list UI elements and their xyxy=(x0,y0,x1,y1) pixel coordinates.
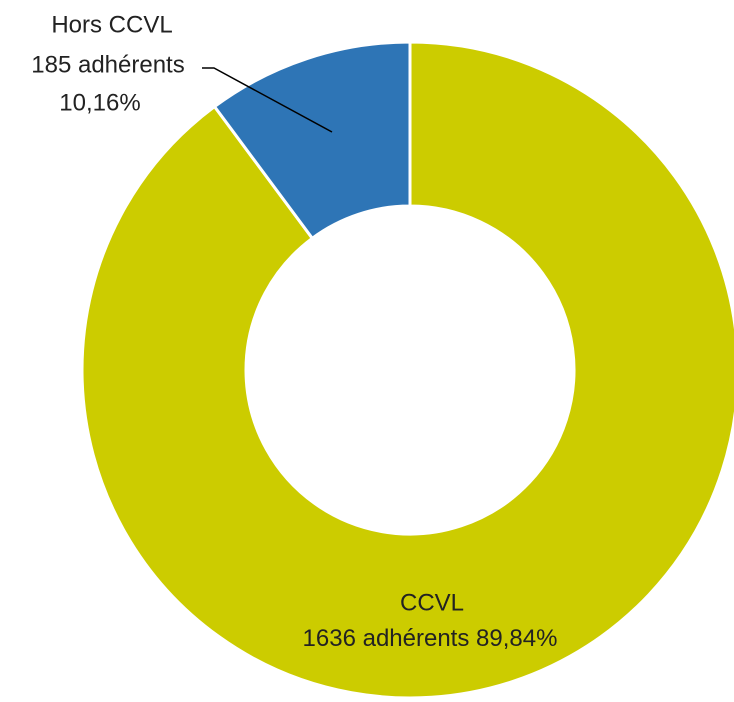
percent-label: 10,16% xyxy=(59,89,140,116)
donut-slice xyxy=(212,40,412,241)
percent-label: 89,84% xyxy=(476,625,557,652)
donut-slice xyxy=(80,40,734,700)
slice-label: Hors CCVL xyxy=(51,11,172,38)
slice-value-label: 185 adhérents xyxy=(31,51,184,78)
value-label: 1636 adhérents xyxy=(303,625,470,652)
leader-line xyxy=(202,67,333,133)
slice-value-label: 1636 adhérents 89,84% xyxy=(303,625,558,652)
slice-label: CCVL xyxy=(400,589,464,616)
